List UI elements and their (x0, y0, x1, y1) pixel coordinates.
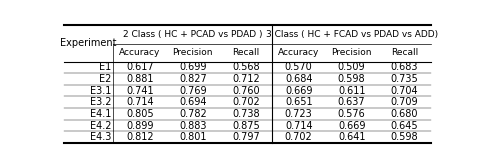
Text: 0.805: 0.805 (126, 109, 154, 119)
Text: E4.2: E4.2 (90, 121, 111, 131)
Text: 0.712: 0.712 (231, 74, 259, 84)
Text: 0.680: 0.680 (390, 109, 418, 119)
Text: 0.875: 0.875 (231, 121, 259, 131)
Text: Recall: Recall (390, 49, 417, 57)
Text: 0.669: 0.669 (337, 121, 365, 131)
Text: E3.1: E3.1 (90, 86, 111, 96)
Text: 0.645: 0.645 (390, 121, 418, 131)
Text: 0.881: 0.881 (126, 74, 153, 84)
Text: 0.827: 0.827 (179, 74, 206, 84)
Text: 0.570: 0.570 (284, 62, 312, 72)
Text: 0.782: 0.782 (179, 109, 206, 119)
Text: 0.699: 0.699 (179, 62, 206, 72)
Text: E4.1: E4.1 (90, 109, 111, 119)
Text: 3 Class ( HC + FCAD vs PDAD vs ADD): 3 Class ( HC + FCAD vs PDAD vs ADD) (265, 30, 437, 39)
Text: Precision: Precision (331, 49, 371, 57)
Text: 0.738: 0.738 (231, 109, 259, 119)
Text: 0.509: 0.509 (337, 62, 365, 72)
Text: E2: E2 (99, 74, 111, 84)
Text: Precision: Precision (172, 49, 213, 57)
Text: 0.760: 0.760 (231, 86, 259, 96)
Text: 0.641: 0.641 (337, 132, 365, 142)
Text: 0.669: 0.669 (284, 86, 312, 96)
Text: 0.812: 0.812 (126, 132, 154, 142)
Text: 0.576: 0.576 (337, 109, 365, 119)
Text: 0.568: 0.568 (231, 62, 259, 72)
Text: E1: E1 (99, 62, 111, 72)
Text: 0.714: 0.714 (126, 97, 154, 107)
Text: E3.2: E3.2 (90, 97, 111, 107)
Text: Accuracy: Accuracy (119, 49, 160, 57)
Text: 0.651: 0.651 (284, 97, 312, 107)
Text: 0.801: 0.801 (179, 132, 206, 142)
Text: 0.883: 0.883 (179, 121, 206, 131)
Text: 0.735: 0.735 (390, 74, 418, 84)
Text: Accuracy: Accuracy (277, 49, 319, 57)
Text: 0.684: 0.684 (284, 74, 312, 84)
Text: 0.741: 0.741 (126, 86, 154, 96)
Text: Experiment: Experiment (60, 38, 117, 48)
Text: 0.694: 0.694 (179, 97, 206, 107)
Text: 0.702: 0.702 (231, 97, 259, 107)
Text: 0.702: 0.702 (284, 132, 312, 142)
Text: Recall: Recall (232, 49, 259, 57)
Text: 0.637: 0.637 (337, 97, 365, 107)
Text: 0.714: 0.714 (284, 121, 312, 131)
Text: 0.709: 0.709 (390, 97, 418, 107)
Text: 0.611: 0.611 (337, 86, 365, 96)
Text: 0.769: 0.769 (179, 86, 206, 96)
Text: 0.704: 0.704 (390, 86, 418, 96)
Text: 0.723: 0.723 (284, 109, 312, 119)
Text: 0.797: 0.797 (231, 132, 259, 142)
Text: 0.683: 0.683 (390, 62, 418, 72)
Text: 0.617: 0.617 (126, 62, 154, 72)
Text: E4.3: E4.3 (90, 132, 111, 142)
Text: 0.598: 0.598 (337, 74, 365, 84)
Text: 0.598: 0.598 (390, 132, 418, 142)
Text: 0.899: 0.899 (126, 121, 153, 131)
Text: 2 Class ( HC + PCAD vs PDAD ): 2 Class ( HC + PCAD vs PDAD ) (123, 30, 262, 39)
